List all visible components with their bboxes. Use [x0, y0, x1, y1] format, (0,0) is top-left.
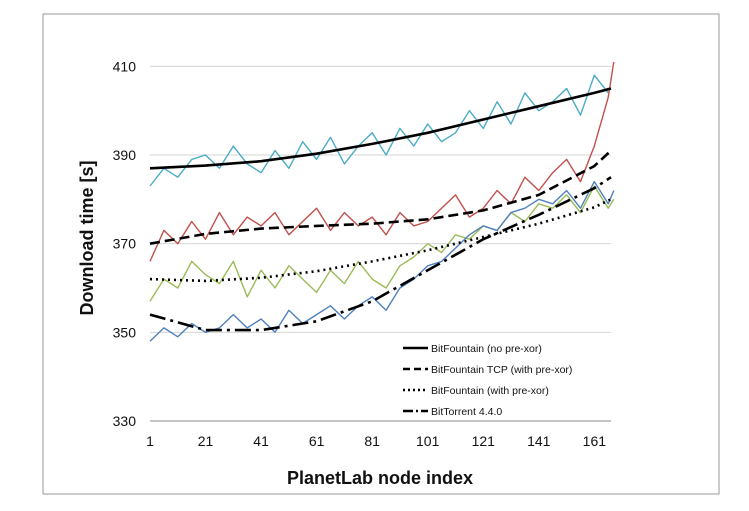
series-line-2	[149, 61, 615, 262]
y-axis-title: Download time [s]	[77, 160, 97, 315]
gridlines	[150, 65, 611, 333]
x-tick-label: 1	[146, 433, 154, 449]
x-tick-label: 81	[364, 433, 380, 449]
legend-label: BitFountain TCP (with pre-xor)	[431, 364, 572, 376]
trend-lines	[149, 87, 612, 332]
series-line-3	[149, 185, 615, 302]
y-tick-label: 370	[113, 236, 137, 252]
x-tick-label: 141	[527, 433, 551, 449]
y-tick-label: 330	[113, 413, 137, 429]
trend-line-2	[149, 149, 612, 245]
x-tick-label: 101	[416, 433, 440, 449]
y-tick-label: 410	[113, 58, 137, 74]
x-tick-label: 61	[309, 433, 325, 449]
series-line-4	[149, 180, 615, 342]
x-tick-label: 121	[472, 433, 496, 449]
y-tick-labels: 330 350 370 390 410	[113, 58, 137, 429]
legend: BitFountain (no pre-xor) BitFountain TCP …	[403, 343, 572, 418]
y-tick-label: 350	[113, 324, 137, 340]
x-tick-label: 21	[198, 433, 214, 449]
legend-label: BitFountain (with pre-xor)	[431, 385, 549, 397]
x-axis-title: PlanetLab node index	[287, 468, 473, 488]
x-tick-label: 161	[583, 433, 607, 449]
trend-line-1	[149, 87, 612, 170]
legend-label: BitFountain (no pre-xor)	[431, 343, 542, 355]
series-line-1	[149, 74, 609, 187]
y-tick-label: 390	[113, 147, 137, 163]
trend-line-4	[149, 176, 612, 332]
x-tick-labels: 1 21 41 61 81 101 121 141 161	[146, 433, 606, 449]
data-series	[149, 61, 615, 342]
legend-label: BitTorrent 4.4.0	[431, 406, 502, 418]
chart-border	[42, 13, 720, 495]
x-tick-label: 41	[253, 433, 269, 449]
